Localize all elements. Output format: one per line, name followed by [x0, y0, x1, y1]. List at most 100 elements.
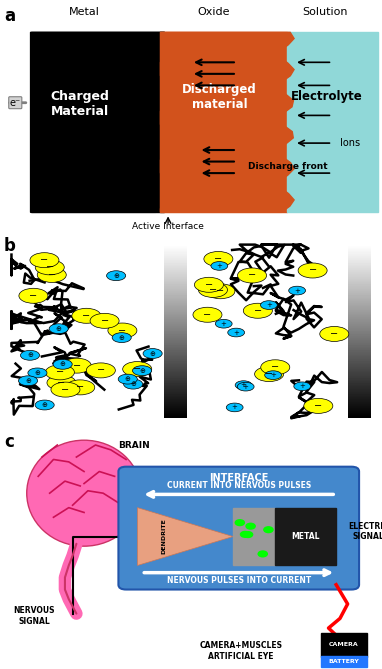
Text: −: − — [48, 270, 56, 280]
Circle shape — [298, 263, 327, 278]
Circle shape — [255, 367, 284, 381]
Circle shape — [211, 262, 228, 270]
Text: BATTERY: BATTERY — [329, 658, 359, 664]
Text: −: − — [40, 255, 49, 265]
Text: CURRENT INTO NERVOUS PULSES: CURRENT INTO NERVOUS PULSES — [167, 481, 311, 490]
Text: −: − — [73, 361, 81, 371]
Text: c: c — [4, 433, 14, 451]
Text: ⊕: ⊕ — [56, 326, 62, 332]
Circle shape — [289, 286, 306, 295]
Text: +: + — [294, 288, 300, 294]
Circle shape — [123, 362, 152, 377]
Bar — [233, 508, 275, 565]
Text: −: − — [203, 310, 212, 320]
Text: −: − — [205, 280, 213, 290]
Text: +: + — [232, 405, 238, 410]
Text: ⊕: ⊕ — [42, 402, 48, 408]
Text: −: − — [209, 285, 217, 295]
Text: CAMERA: CAMERA — [329, 642, 359, 648]
Text: −: − — [309, 266, 317, 276]
Circle shape — [20, 351, 39, 360]
Text: ⊕: ⊕ — [119, 334, 125, 341]
Polygon shape — [160, 32, 294, 212]
Text: −: − — [82, 311, 91, 321]
Circle shape — [243, 303, 272, 318]
Bar — [31, 32, 164, 212]
Polygon shape — [31, 32, 174, 212]
Circle shape — [66, 380, 95, 395]
Circle shape — [265, 371, 282, 379]
Text: −: − — [118, 326, 126, 336]
Text: ⊕: ⊕ — [125, 376, 131, 382]
Circle shape — [261, 301, 277, 309]
Text: +: + — [243, 383, 249, 389]
Circle shape — [238, 268, 267, 283]
Text: +: + — [217, 263, 222, 269]
Bar — [160, 32, 286, 212]
Circle shape — [198, 282, 227, 298]
Circle shape — [86, 363, 115, 378]
Circle shape — [133, 366, 152, 375]
Text: −: − — [248, 270, 256, 280]
Circle shape — [235, 381, 252, 389]
Bar — [8, 245, 183, 418]
Text: METAL: METAL — [291, 532, 320, 541]
Bar — [321, 633, 367, 657]
Circle shape — [304, 398, 333, 413]
Ellipse shape — [27, 440, 141, 546]
Text: +: + — [270, 372, 276, 378]
Text: Oxide: Oxide — [197, 7, 230, 17]
Circle shape — [107, 271, 126, 280]
Text: ⊕: ⊕ — [139, 368, 145, 374]
Text: −: − — [330, 329, 338, 339]
Text: −: − — [62, 385, 70, 395]
FancyBboxPatch shape — [118, 467, 359, 589]
Text: ⊕: ⊕ — [27, 353, 33, 359]
Text: −: − — [271, 363, 279, 372]
Text: −: − — [97, 365, 105, 375]
Text: Charged
Material: Charged Material — [51, 90, 110, 118]
Circle shape — [112, 332, 131, 343]
Text: ELECTRIC
SIGNAL: ELECTRIC SIGNAL — [348, 522, 382, 541]
Text: ⊕: ⊕ — [130, 381, 136, 387]
Text: −: − — [56, 367, 64, 377]
Text: +: + — [221, 320, 227, 326]
Circle shape — [320, 326, 349, 341]
Circle shape — [124, 379, 143, 389]
Text: −: − — [314, 401, 322, 411]
Circle shape — [206, 284, 235, 299]
Text: +: + — [299, 383, 305, 389]
Circle shape — [49, 324, 68, 334]
Circle shape — [215, 319, 232, 328]
Text: −: − — [254, 306, 262, 316]
Bar — [275, 508, 336, 565]
Circle shape — [226, 403, 243, 411]
Circle shape — [62, 358, 91, 373]
Text: NERVOUS
SIGNAL: NERVOUS SIGNAL — [14, 606, 55, 626]
Circle shape — [237, 382, 254, 391]
Circle shape — [19, 288, 48, 303]
Circle shape — [264, 527, 273, 533]
Text: Ions: Ions — [340, 138, 360, 148]
Text: Solution: Solution — [302, 7, 348, 17]
Text: −: − — [29, 291, 37, 301]
Text: Electrolyte: Electrolyte — [291, 90, 363, 104]
Circle shape — [258, 551, 267, 557]
Text: CAMERA+MUSCLES
ARTIFICIAL EYE: CAMERA+MUSCLES ARTIFICIAL EYE — [199, 642, 282, 660]
Polygon shape — [138, 508, 233, 565]
Text: −: − — [76, 383, 84, 393]
Text: −: − — [100, 316, 108, 326]
Circle shape — [241, 531, 250, 537]
Text: −: − — [216, 286, 224, 296]
Bar — [286, 32, 378, 212]
Circle shape — [261, 360, 290, 375]
Circle shape — [72, 308, 101, 323]
Circle shape — [235, 520, 244, 526]
Circle shape — [108, 323, 137, 338]
Circle shape — [35, 260, 64, 275]
Bar — [199, 245, 374, 418]
Circle shape — [30, 253, 59, 268]
Circle shape — [246, 523, 255, 529]
Circle shape — [90, 313, 119, 328]
Circle shape — [204, 252, 233, 266]
